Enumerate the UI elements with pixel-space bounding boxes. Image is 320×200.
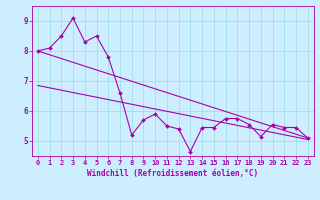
X-axis label: Windchill (Refroidissement éolien,°C): Windchill (Refroidissement éolien,°C)	[87, 169, 258, 178]
